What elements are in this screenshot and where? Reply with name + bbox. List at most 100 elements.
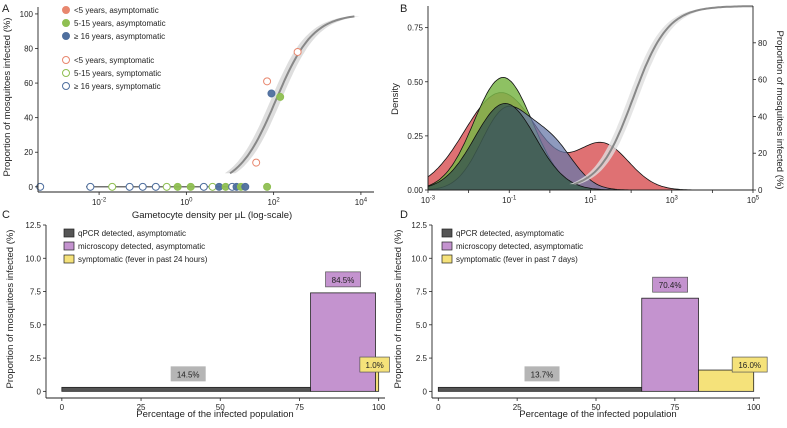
a-x-tick-label: 100 [180,198,193,208]
d-legend-key-1 [441,241,453,251]
a-point-12 [221,182,230,191]
b-x-tick-label: 101 [584,196,597,206]
c-legend-label-1: microscopy detected, asymptomatic [78,242,205,251]
d-legend-label-2: symptomatic (fever in past 7 days) [456,255,578,264]
a-point-8 [186,182,195,191]
a-y-tick-label: 20 [24,148,33,157]
a-point-4 [138,182,147,191]
a-point-7 [173,182,182,191]
a-point-22 [293,47,302,56]
c-y-tick-label: 7.5 [30,288,42,297]
a-legend-key-1 [62,19,70,27]
c-y-tick-label: 12.5 [25,221,41,230]
d-legend: qPCR detected, asymptomatic microscopy de… [441,228,583,264]
d-bar-label-2: 16.0% [738,361,761,370]
a-x-tick-label: 10-2 [92,198,107,208]
d-bar-2 [698,369,755,392]
d-x-tick-label: 75 [670,403,679,412]
d-y-tick-label: 5.0 [416,321,428,330]
b-x-tick-label: 10-3 [421,196,436,206]
d-y-tick-label: 2.5 [416,354,428,363]
a-point-6 [162,182,171,191]
c-bar-label-0: 14.5% [177,370,200,379]
a-legend-key-0 [62,6,70,14]
c-legend-label-0: qPCR detected, asymptomatic [78,229,186,238]
d-y-tick-label: 10.0 [411,254,427,263]
d-bar-label-0: 13.7% [531,370,554,379]
c-bar-1 [310,292,376,392]
c-legend-key-1 [63,241,75,251]
d-y-tick-label: 7.5 [416,288,428,297]
panel-c-letter: C [2,209,10,221]
a-curve-line [229,15,355,175]
b-axes: 0.00 0.25 0.50 0.75 0 20 40 60 80 10-3 10-1 101 103 1… [407,6,767,205]
a-y-tick-label: 60 [24,79,33,88]
a-point-11 [215,182,224,191]
b-y-tick-label: 0.00 [407,186,423,195]
b-curve-line [573,5,753,186]
b-y-tick-label: 0.50 [407,78,423,87]
a-legend-key-3 [62,56,70,64]
a-y-tick-label: 0 [29,183,34,192]
d-x-tick-label: 100 [747,403,761,412]
a-x-axis-label: Gametocyte density per μL (log-scale) [132,210,292,221]
a-legend-label-0: <5 years, asymptomatic [74,6,159,15]
b-y2-tick-label: 40 [758,112,767,121]
b-y2-axis-label: Proportion of mosquitoes infected (%) [774,31,785,190]
b-y-tick-label: 0.75 [407,24,423,33]
a-legend-label-3: <5 years, symptomatic [74,56,154,65]
d-bar-label-box-1 [652,276,688,293]
c-legend: qPCR detected, asymptomatic microscopy de… [63,228,208,264]
a-x-tick-label: 102 [268,198,281,208]
b-fit-curve [569,5,758,186]
c-y-axis-label: Proportion of mosquitoes infected (%) [5,230,16,389]
a-fit-curve [229,15,355,175]
a-point-19 [267,89,276,98]
a-point-5 [151,182,160,191]
a-legend: <5 years, asymptomatic 5-15 years, asympt… [62,6,166,91]
c-x-tick-label: 50 [216,403,225,412]
c-legend-key-2 [63,254,75,264]
c-y-tick-label: 0 [37,387,42,396]
panel-b-letter: B [400,3,407,15]
a-y-tick-label: 80 [24,44,33,53]
b-density-areas [427,76,753,191]
c-bar-label-box-1 [325,271,361,288]
a-point-3 [125,182,134,191]
c-bars: 14.5% 84.5% 1.0% [61,271,390,392]
d-x-tick-label: 25 [513,403,522,412]
a-legend-label-1: 5-15 years, asymptomatic [74,19,166,28]
a-legend-label-4: 5-15 years, symptomatic [74,69,161,78]
d-bars: 13.7% 70.4% 16.0% [437,276,768,392]
a-legend-key-2 [62,32,70,40]
c-bar-2 [375,369,380,392]
a-point-1 [86,182,95,191]
a-point-21 [263,77,272,86]
d-y-tick-label: 0 [423,387,428,396]
panel-d-bars: D 13.7% 70.4% 16.0% 0 2.5 5.0 7.5 10.0 12.5 0 25 5… [393,209,768,420]
d-x-axis-label: Percentage of the infected population [519,409,676,420]
a-point-18 [252,158,261,167]
c-y-tick-label: 5.0 [30,321,42,330]
a-points [36,47,302,191]
a-point-10 [208,182,217,191]
d-bar-label-box-2 [731,356,768,373]
d-x-tick-label: 0 [436,403,441,412]
d-y-axis-label: Proportion of mosquitoes infected (%) [393,230,404,389]
panel-d-letter: D [400,209,408,221]
b-y2-tick-label: 20 [758,149,767,158]
a-point-17 [263,182,272,191]
c-axes: 0 2.5 5.0 7.5 10.0 12.5 0 25 50 75 100 [25,221,385,412]
panel-a-letter: A [2,3,10,15]
c-bar-label-2: 1.0% [366,361,384,370]
a-axes: 0 20 40 60 80 100 10-2 100 102 104 [20,7,374,207]
panel-b-density: B 0.00 0.25 0.50 0.75 0 20 40 60 80 10-3 10-1 101 10… [390,3,785,205]
c-bar-0 [61,386,311,392]
b-y2-tick-label: 80 [758,39,767,48]
c-y-tick-label: 2.5 [30,354,42,363]
a-y-tick-label: 100 [20,10,34,19]
b-y2-tick-label: 0 [758,186,763,195]
a-point-2 [108,182,117,191]
a-y-tick-label: 40 [24,114,33,123]
